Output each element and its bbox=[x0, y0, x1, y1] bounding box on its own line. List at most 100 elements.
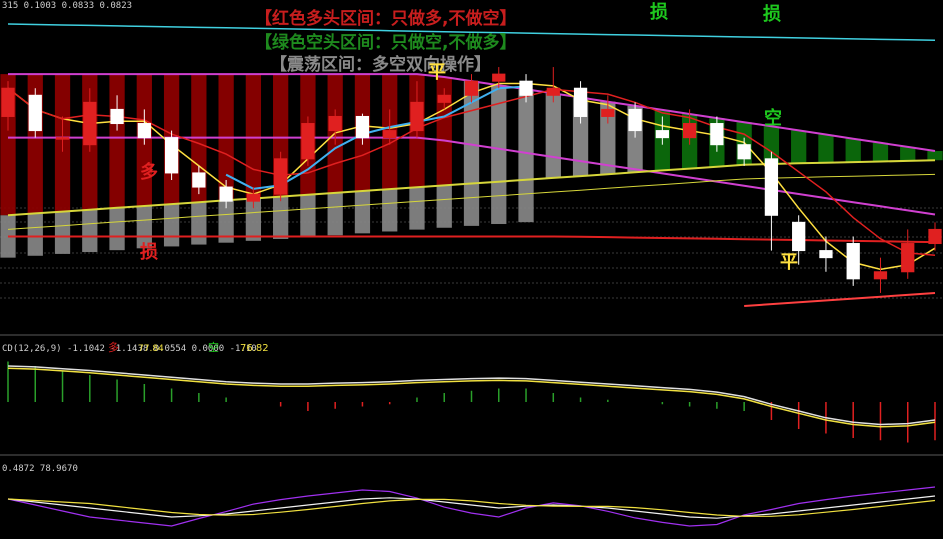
candle-body bbox=[28, 94, 42, 132]
band-bar-lower bbox=[382, 189, 398, 232]
legend-range-zone: 【震荡区间：多空双向操作】 bbox=[270, 54, 491, 75]
band-bar-lower bbox=[354, 191, 371, 234]
band-bar-lower bbox=[245, 198, 262, 241]
band-bar bbox=[791, 130, 807, 164]
band-bar-lower bbox=[163, 204, 180, 247]
candle-body bbox=[519, 80, 533, 96]
macd-tag-short: 空 bbox=[208, 340, 219, 354]
band-bar-lower bbox=[191, 202, 207, 245]
candle-body bbox=[83, 101, 97, 146]
candle-body bbox=[764, 158, 779, 216]
candle-body bbox=[846, 243, 860, 280]
band-bar-lower bbox=[27, 213, 43, 256]
band-bar-lower bbox=[436, 185, 452, 228]
candle-body bbox=[819, 250, 833, 259]
kdj-d-line bbox=[7, 498, 936, 517]
legend-bull-zone: 【红色多头区间：只做多,不做空】 bbox=[255, 8, 516, 29]
candle-body bbox=[328, 115, 342, 132]
ma-red-short bbox=[7, 87, 936, 257]
candle-body bbox=[110, 108, 124, 125]
candle-body bbox=[710, 123, 724, 146]
band-bar bbox=[436, 76, 452, 186]
candle-body bbox=[410, 101, 424, 132]
candle-body bbox=[1, 87, 15, 117]
band-bar bbox=[818, 134, 834, 163]
macd-dea-line bbox=[7, 367, 936, 428]
candle-body bbox=[219, 186, 233, 202]
candle-body bbox=[437, 94, 451, 103]
kdj-header: 0.4872 78.9670 bbox=[2, 464, 78, 474]
band-bar-lower bbox=[518, 179, 534, 223]
candle-body bbox=[628, 108, 642, 132]
band-bar bbox=[927, 150, 943, 161]
level-lines bbox=[0, 207, 943, 299]
macd-header: CD(12,26,9) -1.1042 -1.1438 0.0554 0.000… bbox=[2, 344, 257, 354]
macd-right-value: 76.82 bbox=[240, 343, 269, 354]
band-bar bbox=[463, 81, 480, 184]
band-bar bbox=[572, 97, 589, 177]
candle-body bbox=[573, 87, 588, 117]
band-bar-lower bbox=[327, 192, 343, 236]
candle-body bbox=[682, 123, 697, 139]
candle-body bbox=[137, 123, 151, 139]
candle-body bbox=[192, 172, 206, 188]
kdj-j-line bbox=[7, 486, 936, 527]
band-bar-lower bbox=[218, 200, 234, 243]
band-bar-lower bbox=[491, 181, 507, 225]
trend-arrow bbox=[744, 292, 936, 307]
stop-signal-3: 损 bbox=[140, 241, 158, 263]
candle-body bbox=[737, 144, 751, 160]
candle-body bbox=[246, 193, 261, 202]
candle-body bbox=[546, 87, 560, 96]
band-bar-lower bbox=[54, 211, 71, 254]
long-signal: 多 bbox=[140, 161, 158, 183]
candle-body bbox=[655, 130, 669, 139]
candle-body bbox=[164, 137, 179, 174]
mid-line bbox=[7, 159, 936, 217]
candle-body bbox=[464, 80, 479, 96]
ma-red-long bbox=[8, 235, 936, 244]
main-header: 315 0.1003 0.0833 0.0823 bbox=[2, 1, 132, 11]
macd-tag-value: 77.84 bbox=[138, 344, 164, 354]
band-bar bbox=[872, 142, 889, 162]
band-bar bbox=[600, 101, 616, 175]
macd-tag-long: 多 bbox=[108, 340, 119, 354]
short-signal: 空 bbox=[764, 107, 782, 129]
band-bar-lower bbox=[273, 196, 289, 239]
candle-body bbox=[301, 123, 315, 160]
band-bar bbox=[900, 146, 916, 161]
legend-bear-zone: 【绿色空头区间：只做空,不做多】 bbox=[255, 32, 516, 53]
candlesticks bbox=[1, 67, 942, 307]
candle-body bbox=[928, 228, 942, 245]
candle-body bbox=[492, 73, 506, 82]
stop-signal-1: 损 bbox=[650, 1, 668, 23]
candle-body bbox=[55, 137, 70, 140]
flat-signal-2: 平 bbox=[780, 252, 798, 273]
band-bar bbox=[518, 89, 534, 180]
band-bar-lower bbox=[109, 207, 125, 251]
band-bar-lower bbox=[409, 187, 425, 230]
flat-signal-1: 平 bbox=[428, 62, 446, 83]
band-bar-lower bbox=[82, 209, 98, 253]
candle-body bbox=[383, 130, 397, 139]
cyan-top-line bbox=[7, 23, 936, 42]
candle-body bbox=[601, 108, 615, 117]
band-bar-lower bbox=[300, 194, 316, 238]
candle-body bbox=[873, 271, 888, 280]
kdj-lines bbox=[7, 486, 936, 527]
candle-body bbox=[274, 158, 288, 195]
band-bar bbox=[245, 74, 262, 199]
candle-body bbox=[355, 115, 370, 139]
candle-body bbox=[792, 221, 806, 252]
band-bar-lower bbox=[463, 183, 480, 226]
mid-line-2 bbox=[7, 173, 936, 230]
macd-histogram bbox=[7, 361, 936, 443]
band-bar bbox=[491, 85, 507, 182]
stop-signal-2: 损 bbox=[763, 3, 781, 25]
kdj-k-line bbox=[7, 495, 936, 519]
moving-averages bbox=[7, 23, 936, 271]
macd-dif-line bbox=[7, 365, 936, 426]
band-bar bbox=[545, 93, 561, 178]
candle-body bbox=[901, 243, 915, 273]
